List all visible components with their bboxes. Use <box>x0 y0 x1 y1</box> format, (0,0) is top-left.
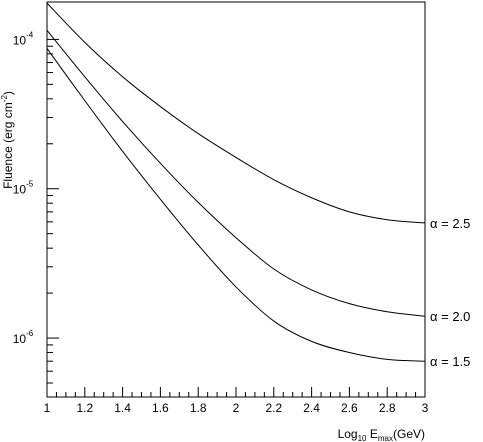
y-tick-base: 10 <box>13 332 27 346</box>
x-tick-label: 3 <box>422 401 429 415</box>
x-axis-label-e: E <box>367 427 378 441</box>
series-curves <box>46 2 426 362</box>
x-tick-label: 2 <box>233 401 240 415</box>
series-label: α = 1.5 <box>430 354 470 369</box>
y-tick-label: 10-6 <box>13 329 34 346</box>
y-axis-label: Fluence (erg cm-2) <box>0 91 15 189</box>
series-label: α = 2.5 <box>430 216 470 231</box>
series-line <box>46 2 426 224</box>
y-axis-label-close: ) <box>1 91 15 95</box>
y-tick-exponent: -5 <box>26 180 34 189</box>
y-tick-base: 10 <box>13 33 27 47</box>
x-tick-label: 1.6 <box>152 401 169 415</box>
x-axis-label-unit: (GeV) <box>393 427 425 441</box>
series-line <box>46 30 426 317</box>
y-tick-exponent: -4 <box>26 30 34 39</box>
x-tick-label: 2.6 <box>341 401 358 415</box>
y-axis-label-exp: -2 <box>0 95 9 103</box>
series-label: α = 2.0 <box>430 309 470 324</box>
x-tick-label: 1.2 <box>76 401 93 415</box>
series-line <box>46 48 426 362</box>
x-axis-ticks: 1 1.2 1.4 1.6 1.8 2 2.2 2.4 2.6 2.8 3 <box>44 387 429 415</box>
x-axis-label: Log10 Emax(GeV) <box>338 427 425 442</box>
y-tick-exponent: -6 <box>26 329 34 338</box>
x-axis-label-log: Log <box>338 427 358 441</box>
x-tick-label: 1.8 <box>190 401 207 415</box>
x-tick-label: 2.2 <box>265 401 282 415</box>
y-tick-base: 10 <box>13 183 27 197</box>
x-tick-label: 1 <box>44 401 51 415</box>
plot-border <box>46 1 426 398</box>
x-axis-label-e-sub: max <box>378 434 393 442</box>
series-labels: α = 2.5 α = 2.0 α = 1.5 <box>430 216 470 369</box>
x-tick-label: 1.4 <box>114 401 131 415</box>
y-tick-label: 10-4 <box>13 30 34 47</box>
y-tick-label: 10-5 <box>13 180 34 197</box>
y-axis-ticks: 10-410-510-6 <box>13 30 59 384</box>
plot-frame <box>46 1 426 398</box>
x-tick-label: 2.4 <box>303 401 320 415</box>
x-axis-label-log-sub: 10 <box>358 434 367 442</box>
x-tick-label: 2.8 <box>379 401 396 415</box>
y-axis-label-text: Fluence (erg cm <box>1 102 15 189</box>
